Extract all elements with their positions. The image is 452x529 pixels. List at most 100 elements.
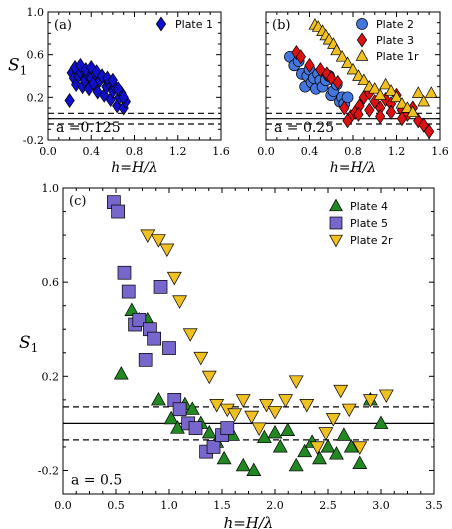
data-point xyxy=(64,93,75,109)
data-point xyxy=(140,229,156,243)
y-axis-label-subscript: 1 xyxy=(20,64,28,78)
y-axis-label: S1 xyxy=(8,56,27,78)
legend-label: Plate 2 xyxy=(376,18,414,31)
data-point xyxy=(364,102,375,118)
data-point xyxy=(318,427,334,441)
x-tick-label: 1.6 xyxy=(431,145,449,158)
data-point xyxy=(329,198,343,212)
data-point xyxy=(216,450,232,465)
data-point xyxy=(341,403,357,418)
data-point xyxy=(417,94,431,107)
x-tick-label: 0.4 xyxy=(83,145,101,158)
data-point xyxy=(355,49,369,61)
data-point xyxy=(201,370,217,385)
data-point xyxy=(341,91,354,104)
data-point xyxy=(329,216,343,230)
data-point xyxy=(244,410,260,425)
data-point xyxy=(235,457,251,472)
data-point xyxy=(235,394,251,408)
data-point xyxy=(312,450,327,465)
data-point xyxy=(188,421,203,435)
x-tick-label: 1.6 xyxy=(212,145,230,158)
series-plate-2r xyxy=(140,229,394,455)
x-tick-label: 1.5 xyxy=(213,499,231,512)
data-point xyxy=(267,424,283,439)
y-tick-label: -0.2 xyxy=(38,464,59,477)
data-point xyxy=(138,352,153,367)
x-tick-label: 0.8 xyxy=(344,145,362,158)
data-point xyxy=(170,420,185,434)
data-point xyxy=(150,391,166,406)
data-point xyxy=(373,88,387,100)
y-tick-label: 0.2 xyxy=(27,91,45,104)
y-tick-label: 0.2 xyxy=(42,370,60,383)
x-tick-label: 1.2 xyxy=(388,145,406,158)
data-point xyxy=(111,204,125,219)
data-point xyxy=(288,375,304,389)
data-point xyxy=(401,101,414,113)
data-point xyxy=(373,415,389,429)
data-point xyxy=(329,234,343,248)
data-point xyxy=(155,16,167,32)
data-point xyxy=(336,427,352,441)
panel-label: (a) xyxy=(54,18,72,33)
data-point xyxy=(251,422,267,436)
x-tick-label: 1.2 xyxy=(169,145,187,158)
legend-label: Plate 1r xyxy=(376,50,419,63)
data-point xyxy=(304,57,315,73)
annotation-text: a = 0.5 xyxy=(71,473,122,489)
data-point xyxy=(352,455,368,469)
data-point xyxy=(150,234,166,248)
data-point xyxy=(267,406,283,420)
data-point xyxy=(163,410,179,425)
data-point xyxy=(117,265,132,280)
data-point xyxy=(118,89,129,105)
data-point xyxy=(329,446,344,460)
y-tick-label: 1.0 xyxy=(27,6,45,19)
y-tick-label: -0.2 xyxy=(23,134,44,147)
data-point xyxy=(385,104,397,120)
data-point xyxy=(297,443,313,458)
y-tick-label: 0.6 xyxy=(27,49,45,62)
data-point xyxy=(309,441,325,455)
x-tick-label: 2.5 xyxy=(319,499,337,512)
x-axis-label: h=H/λ xyxy=(111,160,158,176)
data-point xyxy=(378,389,394,404)
annotation-text: a = 0.25 xyxy=(274,120,334,136)
data-point xyxy=(357,73,371,86)
panel-label: (c) xyxy=(69,194,86,209)
data-point xyxy=(280,422,296,436)
x-tick-label: 3.0 xyxy=(372,499,390,512)
data-point xyxy=(390,90,403,103)
data-point xyxy=(330,43,344,56)
data-point xyxy=(166,271,182,286)
chart-panel-3: 0.0 0.5 1.0 1.5 2.0 2.5 3.0 3.5 -0.2 0.2 0.6 1.0 h=H… xyxy=(19,182,443,529)
data-point xyxy=(246,462,262,477)
data-point xyxy=(153,280,168,294)
data-point xyxy=(325,413,341,427)
data-point xyxy=(278,394,294,408)
data-point xyxy=(295,49,306,65)
data-point xyxy=(220,421,235,435)
data-point xyxy=(375,109,386,125)
x-tick-label: 3.5 xyxy=(425,499,443,512)
data-point xyxy=(362,394,378,408)
data-point xyxy=(272,439,288,453)
y-axis-label-subscript: 1 xyxy=(31,341,39,355)
legend-label: Plate 5 xyxy=(350,217,388,230)
data-points xyxy=(107,195,394,477)
data-point xyxy=(147,331,162,346)
data-point xyxy=(259,399,274,413)
y-tick-label: 1.0 xyxy=(42,182,60,195)
data-point xyxy=(353,106,364,122)
legend: Plate 2 Plate 3 Plate 1r xyxy=(355,18,419,63)
data-point xyxy=(339,100,350,116)
data-point xyxy=(209,399,225,413)
data-point xyxy=(356,18,368,30)
data-point xyxy=(299,399,315,413)
data-point xyxy=(288,457,304,472)
x-tick-label: 0.0 xyxy=(39,145,57,158)
data-point xyxy=(201,424,217,439)
data-point xyxy=(341,56,354,68)
